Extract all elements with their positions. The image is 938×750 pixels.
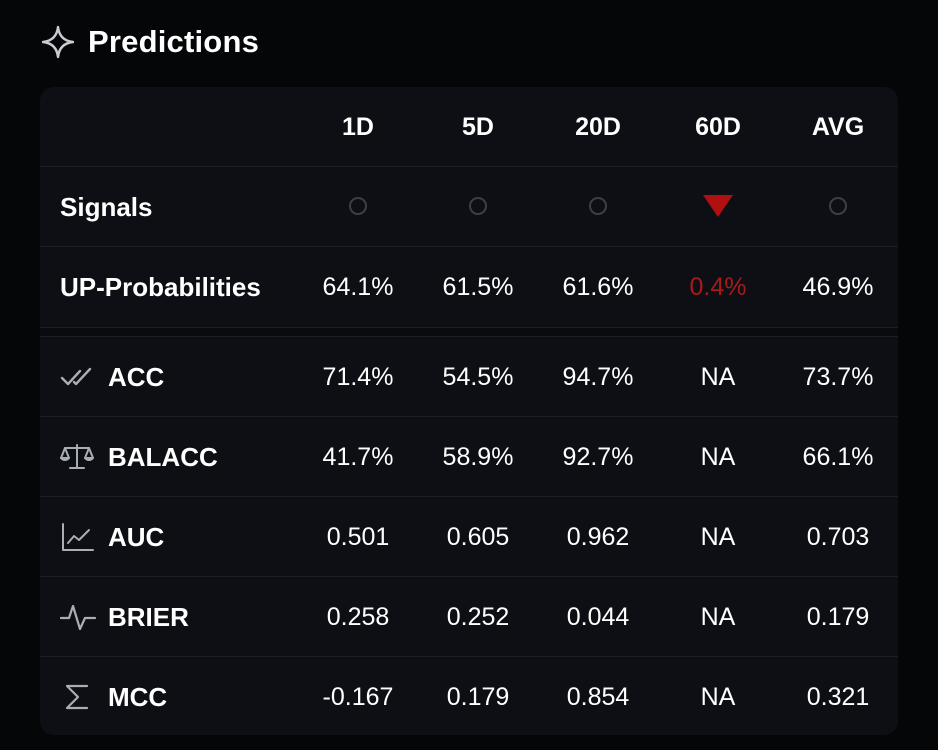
- table-cell: 0.044: [566, 602, 630, 631]
- table-cell: 66.1%: [802, 442, 874, 471]
- double-check-icon: [60, 361, 98, 393]
- line-chart-icon: [60, 521, 98, 553]
- page-title: Predictions: [88, 24, 260, 59]
- metric-label-text: BRIER: [108, 601, 189, 632]
- metric-row-acc: ACC 71.4% 54.5% 94.7% NA 73.7%: [40, 337, 898, 417]
- section-header: Predictions: [40, 22, 259, 62]
- metric-label: BALACC: [60, 441, 218, 473]
- table-cell: 0.962: [566, 522, 630, 551]
- metric-label-text: AUC: [108, 521, 165, 552]
- table-cell: 46.9%: [802, 272, 874, 301]
- table-cell: 54.5%: [442, 362, 514, 391]
- sparkle-icon: [40, 24, 76, 60]
- table-cell: 61.5%: [442, 272, 514, 301]
- table-cell: 41.7%: [322, 442, 394, 471]
- metric-row-balacc: BALACC 41.7% 58.9% 92.7% NA 66.1%: [40, 417, 898, 497]
- table-cell: 0.179: [446, 682, 510, 711]
- table-cell: 0.258: [326, 602, 390, 631]
- scale-icon: [60, 441, 98, 473]
- signal-neutral-icon: [303, 193, 413, 222]
- metric-row-brier: BRIER 0.258 0.252 0.044 NA 0.179: [40, 577, 898, 657]
- column-header-5d: 5D: [462, 112, 494, 141]
- predictions-table: 1D 5D 20D 60D AVG Signals UP-Probabiliti…: [40, 87, 898, 735]
- section-divider: [40, 327, 898, 337]
- table-cell: 0.854: [566, 682, 630, 711]
- metric-row-mcc: MCC -0.167 0.179 0.854 NA 0.321: [40, 657, 898, 735]
- table-header-row: 1D 5D 20D 60D AVG: [40, 87, 898, 167]
- table-cell: NA: [700, 442, 736, 471]
- metric-label-text: ACC: [108, 361, 165, 392]
- table-cell: 94.7%: [562, 362, 634, 391]
- metric-row-auc: AUC 0.501 0.605 0.962 NA 0.703: [40, 497, 898, 577]
- sigma-icon: [60, 681, 98, 713]
- table-cell: 0.703: [806, 522, 870, 551]
- table-cell: 71.4%: [322, 362, 394, 391]
- table-cell: 0.501: [326, 522, 390, 551]
- table-cell: NA: [700, 602, 736, 631]
- table-cell: 58.9%: [442, 442, 514, 471]
- table-cell: 0.605: [446, 522, 510, 551]
- table-cell: 64.1%: [322, 272, 394, 301]
- table-cell: NA: [700, 682, 736, 711]
- metric-label: BRIER: [60, 601, 189, 633]
- metric-label-text: BALACC: [108, 441, 218, 472]
- table-cell: 0.252: [446, 602, 510, 631]
- column-header-20d: 20D: [575, 112, 621, 141]
- column-header-1d: 1D: [342, 112, 374, 141]
- signal-down-triangle-icon: [663, 191, 773, 224]
- metric-label: AUC: [60, 521, 164, 553]
- table-cell: 0.321: [806, 682, 870, 711]
- column-header-avg: AVG: [811, 112, 865, 141]
- metric-label: ACC: [60, 361, 164, 393]
- signal-neutral-icon: [783, 193, 893, 222]
- table-cell: 92.7%: [562, 442, 634, 471]
- table-cell-negative: 0.4%: [689, 272, 747, 301]
- table-cell: 0.179: [806, 602, 870, 631]
- signals-label: Signals: [60, 191, 153, 222]
- column-header-60d: 60D: [695, 112, 741, 141]
- table-cell: -0.167: [322, 682, 394, 711]
- signals-row: Signals: [40, 167, 898, 247]
- metric-label-text: MCC: [108, 681, 168, 712]
- signal-neutral-icon: [543, 193, 653, 222]
- table-cell: NA: [700, 522, 736, 551]
- table-cell: NA: [700, 362, 736, 391]
- pulse-icon: [60, 601, 98, 633]
- signal-neutral-icon: [423, 193, 533, 222]
- table-cell: 61.6%: [562, 272, 634, 301]
- metric-label: MCC: [60, 681, 167, 713]
- up-probabilities-label: UP-Probabilities: [60, 271, 261, 302]
- up-probabilities-row: UP-Probabilities 64.1% 61.5% 61.6% 0.4% …: [40, 247, 898, 327]
- table-cell: 73.7%: [802, 362, 874, 391]
